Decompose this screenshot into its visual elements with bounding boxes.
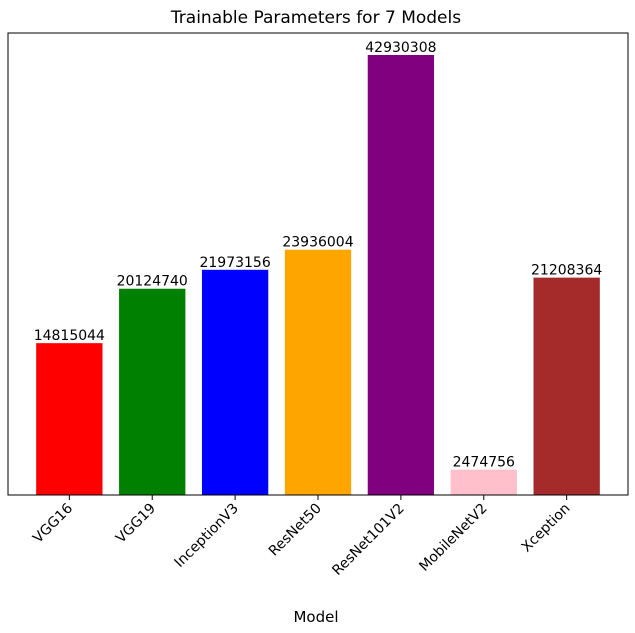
x-tick-label: InceptionV3 xyxy=(172,501,242,571)
bar xyxy=(201,269,269,495)
axes-frame xyxy=(7,32,629,496)
value-label: 21973156 xyxy=(199,255,270,271)
value-label: 21208364 xyxy=(531,263,602,279)
value-label: 14815044 xyxy=(34,328,105,344)
chart-title: Trainable Parameters for 7 Models xyxy=(170,8,461,28)
value-label: 42930308 xyxy=(365,40,436,56)
x-tick-label: ResNet101V2 xyxy=(329,501,407,579)
value-label: 2474756 xyxy=(453,455,515,471)
x-axis-label: Model xyxy=(293,608,338,626)
bar xyxy=(119,288,186,495)
x-tick-label: VGG16 xyxy=(30,500,76,546)
value-label: 20124740 xyxy=(117,274,188,290)
x-tick-label: ResNet50 xyxy=(266,501,325,560)
x-tick-label: Xception xyxy=(519,501,574,556)
bar xyxy=(284,249,352,495)
bar xyxy=(450,469,517,495)
bar xyxy=(533,277,600,495)
bar xyxy=(367,54,435,495)
value-label: 23936004 xyxy=(282,235,353,251)
x-tick-label: MobileNetV2 xyxy=(416,501,490,575)
x-tick-label: VGG19 xyxy=(113,501,159,547)
bar xyxy=(36,343,103,495)
